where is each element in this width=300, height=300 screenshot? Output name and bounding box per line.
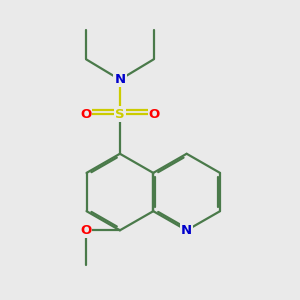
Text: O: O: [80, 224, 91, 237]
Text: O: O: [148, 107, 160, 121]
Text: N: N: [181, 224, 192, 237]
Text: N: N: [114, 73, 125, 86]
Text: O: O: [80, 107, 91, 121]
Text: S: S: [115, 107, 125, 121]
